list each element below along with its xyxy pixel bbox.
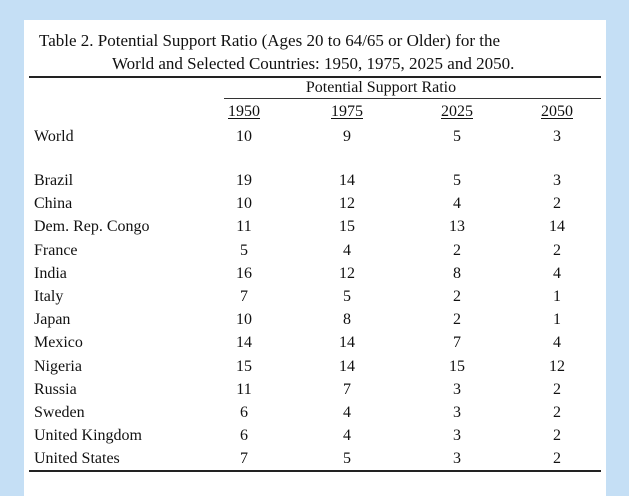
row-dem-rep-congo-label: Dem. Rep. Congo [34,218,150,236]
year-header-2: 2025 [441,103,473,120]
row-brazil-value-2050: 3 [553,172,561,189]
row-united-states-value-1950: 7 [240,450,248,468]
row-china-value-2050: 2 [553,195,561,213]
row-russia-value-2025: 3 [453,380,461,398]
row-france-value-1975: 4 [343,241,351,259]
row-nigeria-value-2050: 12 [549,357,565,375]
year-header-1: 1975 [331,103,363,120]
row-united-kingdom-value-1950: 6 [240,427,248,445]
row-sweden-label: Sweden [34,404,85,421]
row-italy-label: Italy [34,288,64,305]
row-united-kingdom-label: United Kingdom [34,427,142,445]
row-mexico-value-1975: 14 [339,334,355,352]
row-nigeria-value-1950: 15 [236,357,252,375]
row-united-kingdom-value-1975: 4 [343,427,351,445]
bottom-rule [29,470,601,472]
row-united-states-value-2050: 2 [553,450,561,468]
row-russia-value-1950: 11 [236,380,252,398]
world-row-label: World [34,128,74,145]
row-brazil-value-2025: 5 [453,172,461,189]
row-japan-value-2050: 1 [553,311,561,329]
row-italy-value-1950: 7 [240,288,248,305]
row-china-value-1950: 10 [236,195,252,213]
row-brazil-value-1975: 14 [339,172,355,189]
year-header-0: 1950 [228,103,260,120]
row-united-kingdom-value-2050: 2 [553,427,561,445]
row-sweden-value-2050: 2 [553,404,561,421]
row-nigeria-value-2025: 15 [449,357,465,375]
table-title: Table 2. Potential Support Ratio (Ages 2… [39,29,514,75]
row-dem-rep-congo-value-2050: 14 [549,218,565,236]
world-row-value-1950: 10 [236,128,252,145]
row-united-kingdom-value-2025: 3 [453,427,461,445]
row-japan-value-2025: 2 [453,311,461,329]
row-brazil-value-1950: 19 [236,172,252,189]
row-mexico-label: Mexico [34,334,83,352]
row-france-value-2025: 2 [453,241,461,259]
row-russia-value-2050: 2 [553,380,561,398]
row-sweden-value-2025: 3 [453,404,461,421]
world-row-value-1975: 9 [343,128,351,145]
row-dem-rep-congo-value-2025: 13 [449,218,465,236]
table-sheet: Table 2. Potential Support Ratio (Ages 2… [24,20,606,496]
row-russia-value-1975: 7 [343,380,351,398]
row-brazil-label: Brazil [34,172,74,189]
group-header-rule [224,98,601,99]
row-china-label: China [34,195,73,213]
row-united-states-label: United States [34,450,120,468]
row-united-states-value-1975: 5 [343,450,351,468]
row-india-value-1975: 12 [339,264,355,282]
year-header-3: 2050 [541,103,573,120]
row-mexico-value-1950: 14 [236,334,252,352]
world-row-value-2050: 3 [553,128,561,145]
row-india-value-2050: 4 [553,264,561,282]
group-header: Potential Support Ratio [305,79,457,96]
row-italy-value-2050: 1 [553,288,561,305]
row-sweden-value-1975: 4 [343,404,351,421]
row-china-value-1975: 12 [339,195,355,213]
row-india-value-2025: 8 [453,264,461,282]
row-italy-value-2025: 2 [453,288,461,305]
top-rule [29,76,601,78]
row-nigeria-label: Nigeria [34,357,82,375]
row-china-value-2025: 4 [453,195,461,213]
row-japan-value-1950: 10 [236,311,252,329]
row-india-label: India [34,264,67,282]
row-dem-rep-congo-value-1975: 15 [339,218,355,236]
table-title-line-2: World and Selected Countries: 1950, 1975… [112,54,515,73]
row-dem-rep-congo-value-1950: 11 [236,218,252,236]
row-italy-value-1975: 5 [343,288,351,305]
row-russia-label: Russia [34,380,77,398]
row-france-value-2050: 2 [553,241,561,259]
row-nigeria-value-1975: 14 [339,357,355,375]
row-mexico-value-2050: 4 [553,334,561,352]
table-title-line-1: Table 2. Potential Support Ratio (Ages 2… [39,31,501,50]
row-japan-label: Japan [34,311,71,329]
row-sweden-value-1950: 6 [240,404,248,421]
world-row-value-2025: 5 [453,128,461,145]
row-japan-value-1975: 8 [343,311,351,329]
row-united-states-value-2025: 3 [453,450,461,468]
row-mexico-value-2025: 7 [453,334,461,352]
row-france-label: France [34,241,78,259]
row-india-value-1950: 16 [236,264,252,282]
row-france-value-1950: 5 [240,241,248,259]
